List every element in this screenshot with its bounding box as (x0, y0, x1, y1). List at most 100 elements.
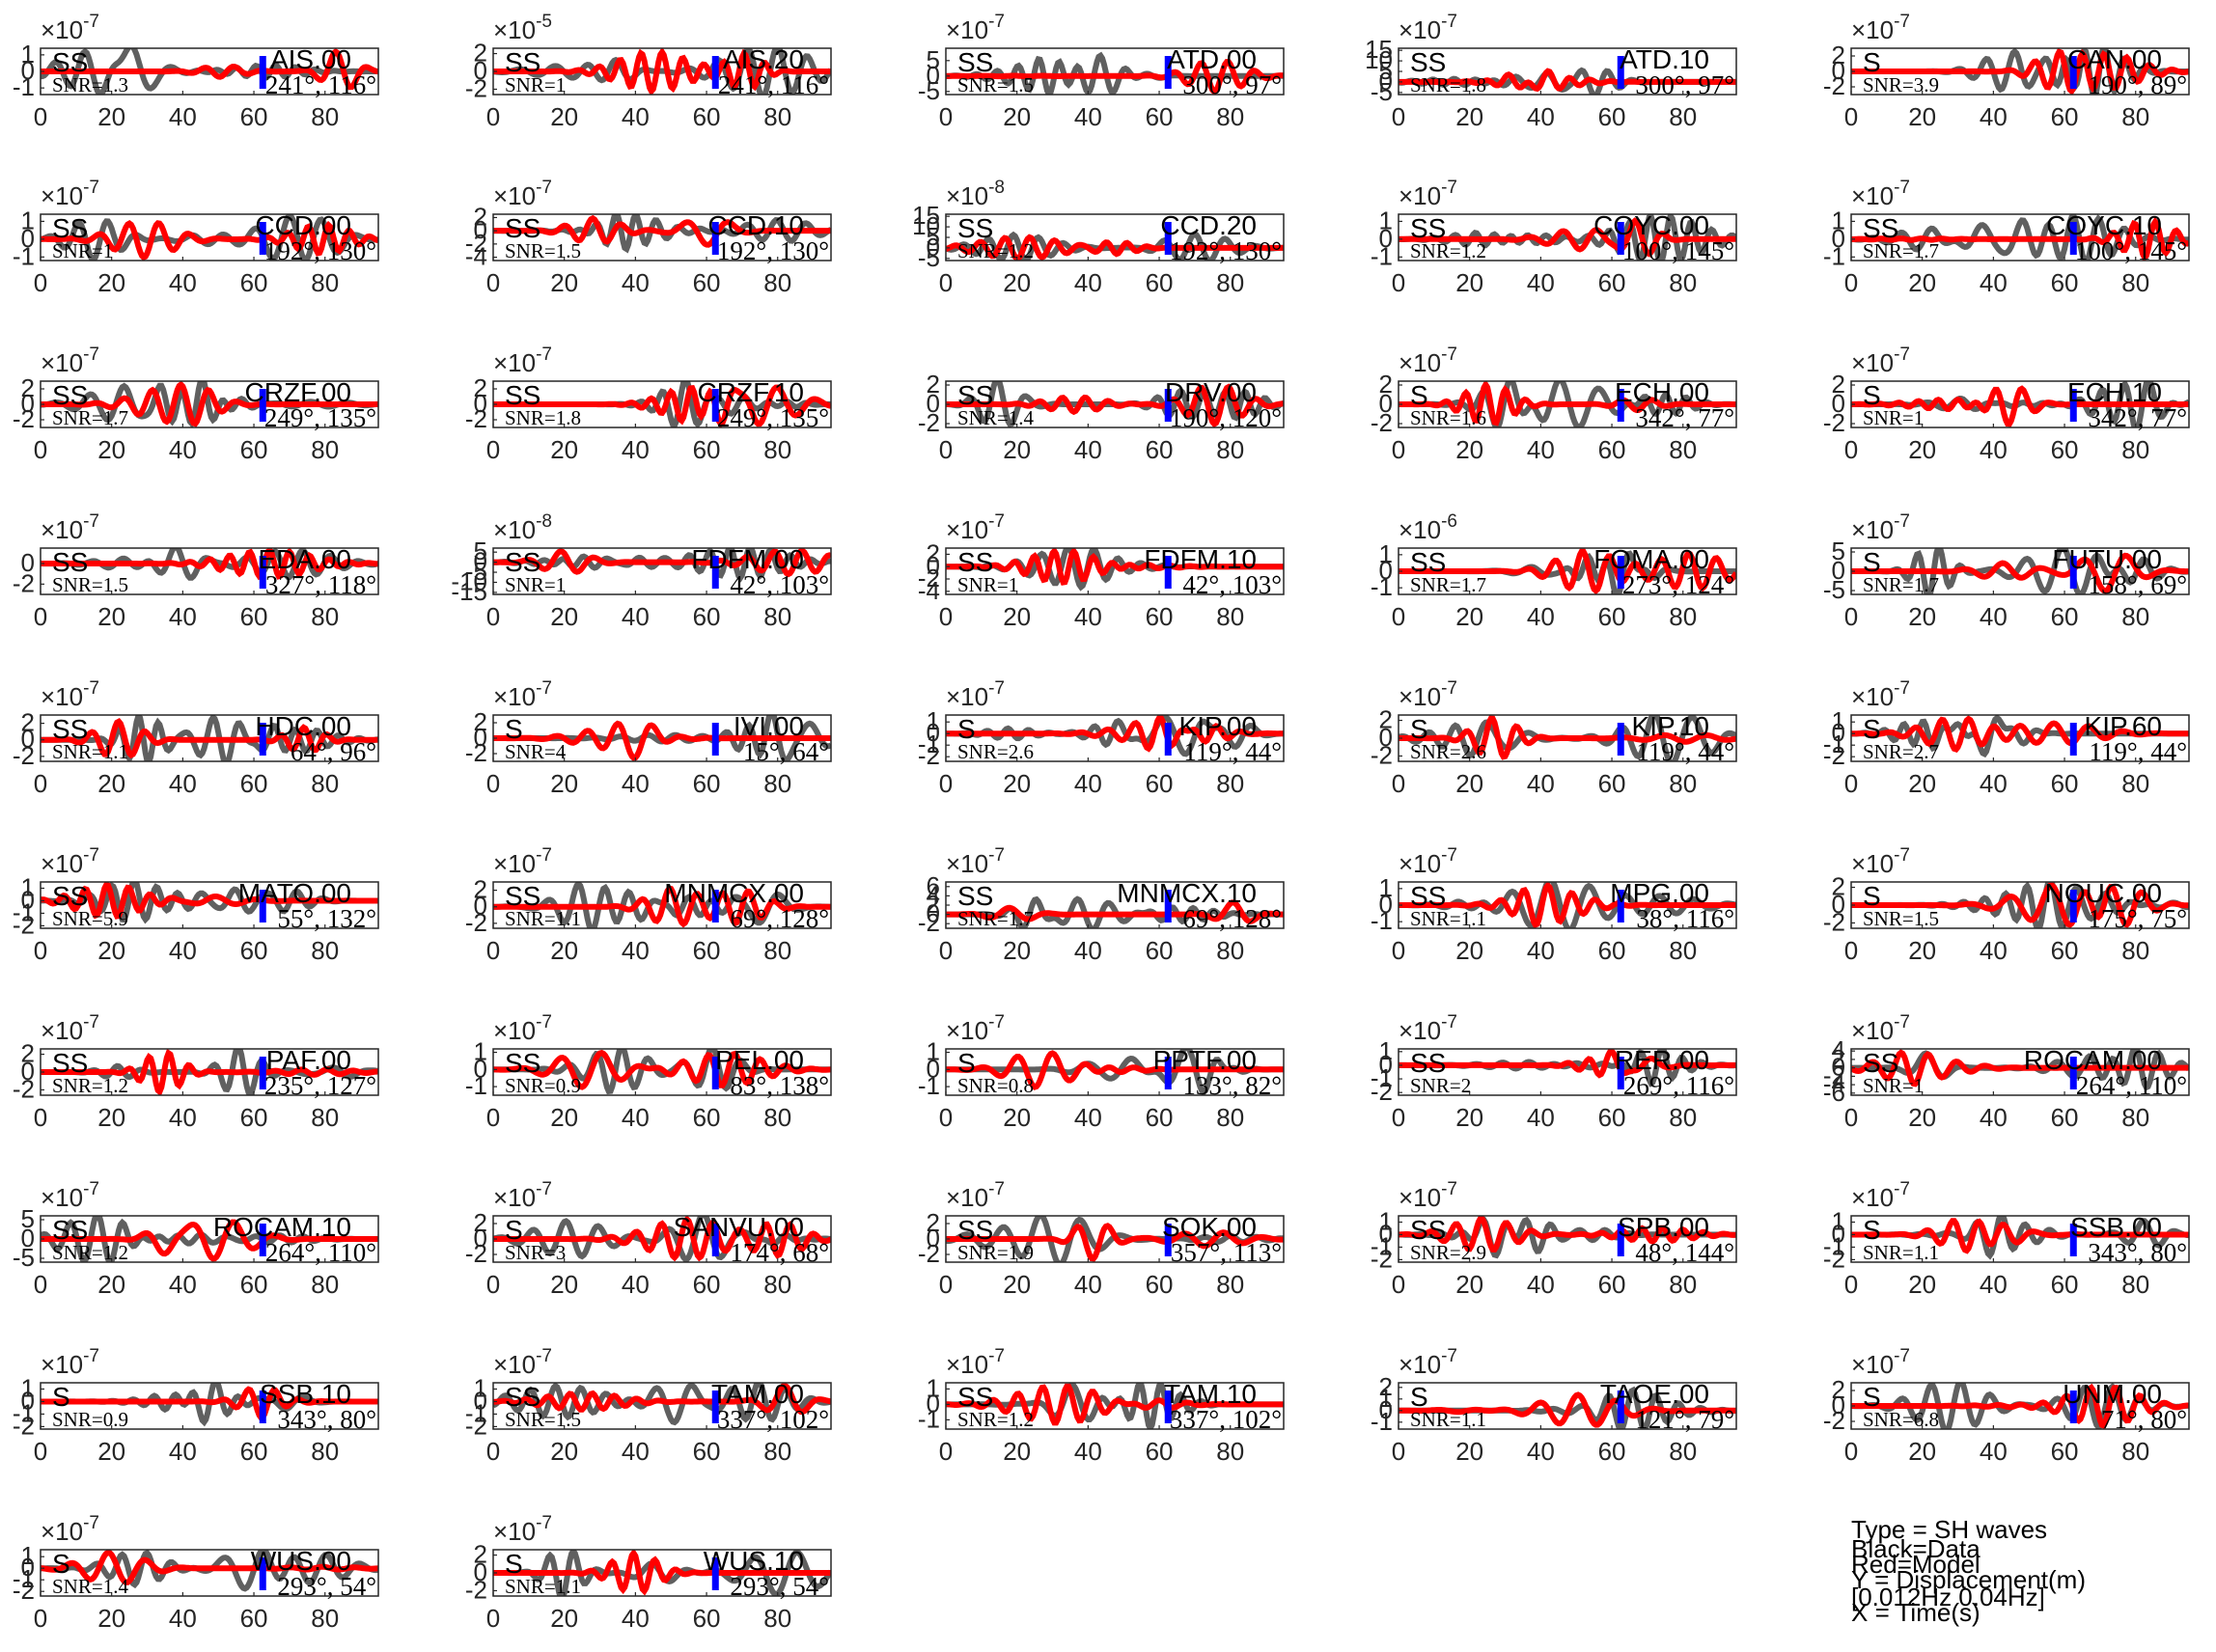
y-tick-label: 1 (927, 706, 940, 735)
phase-label: SS (505, 213, 540, 243)
azimuth-distance-label: 119°, 44° (1183, 737, 1282, 766)
y-tick-label: 0 (21, 224, 35, 253)
y-tick-label: 2 (1832, 41, 1845, 69)
axes-box (492, 1382, 832, 1430)
azimuth-distance-label: 119°, 44° (2089, 737, 2187, 766)
y-tick-label: -2 (465, 908, 487, 937)
y-tick-label: -2 (1823, 408, 1845, 437)
y-tick-label: 0 (474, 56, 487, 85)
y-tick-label: 0 (927, 61, 940, 90)
y-tick-label: -2 (13, 568, 35, 597)
phase-label: S (1410, 1382, 1428, 1412)
exponent-power: -7 (1441, 678, 1457, 699)
model-trace (1851, 48, 2189, 95)
x-tick-label: 80 (763, 102, 791, 131)
y-tick-label: 0 (474, 1386, 487, 1415)
y-tick-label: -1 (1371, 906, 1393, 935)
x-tick-label: 60 (240, 1103, 268, 1132)
x-tick-label: 60 (1598, 602, 1626, 631)
exponent-power: -7 (988, 1012, 1005, 1032)
model-trace (41, 1219, 378, 1262)
phase-label: S (957, 714, 976, 744)
x-tick-label: 40 (622, 1437, 650, 1466)
x-tick-label: 60 (1146, 435, 1174, 464)
x-tick-label: 20 (550, 602, 578, 631)
station-label: FUTU.00 (2052, 544, 2162, 574)
exponent-power: -7 (1894, 1012, 1910, 1032)
model-trace (1851, 216, 2189, 261)
y-tick-label: 2 (1832, 1375, 1845, 1404)
y-tick-label: 2 (927, 1208, 940, 1237)
model-trace (1399, 1216, 1736, 1253)
y-tick-label: 0 (21, 389, 35, 418)
x-tick-label: 40 (622, 435, 650, 464)
model-trace (1851, 882, 2189, 928)
x-tick-label: 0 (1844, 936, 1858, 965)
x-tick-label: 80 (2121, 936, 2149, 965)
station-label: ROCAM.10 (213, 1212, 351, 1242)
x-tick-label: 40 (622, 936, 650, 965)
azimuth-distance-label: 293°, 54° (277, 1572, 376, 1601)
snr-label: SNR=1.2 (957, 239, 1034, 262)
x-tick-label: 60 (2051, 268, 2079, 297)
phase-label: SS (505, 47, 540, 77)
x-tick-label: 40 (169, 435, 197, 464)
y-tick-label: -1 (918, 1071, 940, 1100)
y-tick-label: -1 (13, 1564, 35, 1593)
exponent-label: ×10-7 (1851, 178, 1910, 210)
y-tick-label: 0 (474, 892, 487, 921)
x-tick-label: 80 (2121, 102, 2149, 131)
x-tick-label: 60 (2051, 1270, 2079, 1299)
axes-box (40, 881, 379, 929)
station-label: HDC.00 (255, 711, 351, 741)
x-tick-label: 0 (1844, 602, 1858, 631)
x-tick-label: 20 (1003, 1270, 1031, 1299)
station-label: COYC.10 (2046, 210, 2162, 240)
snr-label: SNR=1 (1863, 406, 1924, 429)
y-tick-label: -5 (918, 243, 940, 272)
x-tick-label: 40 (169, 1604, 197, 1633)
y-tick-label: -4 (918, 576, 940, 605)
legend-line-5: [0.012Hz 0.04Hz] (1851, 1583, 2045, 1611)
snr-label: SNR=1 (957, 573, 1018, 596)
x-tick-label: 0 (486, 1103, 500, 1132)
exponent-label: ×10-7 (41, 1012, 99, 1045)
station-label: PAF.00 (266, 1045, 351, 1075)
station-label: SANVU.00 (674, 1212, 804, 1242)
x-tick-label: 60 (1146, 1437, 1174, 1466)
azimuth-distance-label: 327°, 118° (265, 570, 376, 599)
y-tick-label: -1 (1823, 241, 1845, 270)
x-tick-label: 0 (1392, 1437, 1405, 1466)
x-tick-label: 40 (1527, 602, 1555, 631)
exponent-label: ×10-8 (946, 178, 1005, 210)
x-tick-label: 80 (763, 268, 791, 297)
x-tick-label: 80 (1669, 936, 1697, 965)
exponent-power: -7 (83, 178, 99, 198)
y-tick-label: 5 (21, 1204, 35, 1233)
station-label: TAOE.00 (1600, 1379, 1709, 1409)
x-tick-label: 0 (1844, 435, 1858, 464)
y-tick-label: -2 (1823, 71, 1845, 100)
snr-label: SNR=1.1 (1410, 1408, 1486, 1431)
x-tick-label: 0 (1392, 1103, 1405, 1132)
azimuth-distance-label: 71°, 80° (2101, 1405, 2187, 1434)
station-label: ROCAM.00 (2024, 1045, 2162, 1075)
azimuth-distance-label: 337°, 102° (717, 1405, 829, 1434)
x-tick-label: 40 (1527, 268, 1555, 297)
station-label: ECH.10 (2067, 377, 2162, 407)
y-tick-label: -2 (1371, 1077, 1393, 1106)
y-tick-label: -2 (465, 1575, 487, 1604)
axes-box (945, 714, 1285, 762)
snr-label: SNR=0.9 (52, 1408, 128, 1431)
x-tick-label: 0 (939, 102, 953, 131)
x-tick-label: 20 (97, 1103, 125, 1132)
exponent-label: ×10-7 (1851, 678, 1910, 711)
x-tick-label: 80 (1216, 1437, 1244, 1466)
exponent-label: ×10-7 (1851, 1012, 1910, 1045)
x-tick-label: 20 (1908, 936, 1936, 965)
